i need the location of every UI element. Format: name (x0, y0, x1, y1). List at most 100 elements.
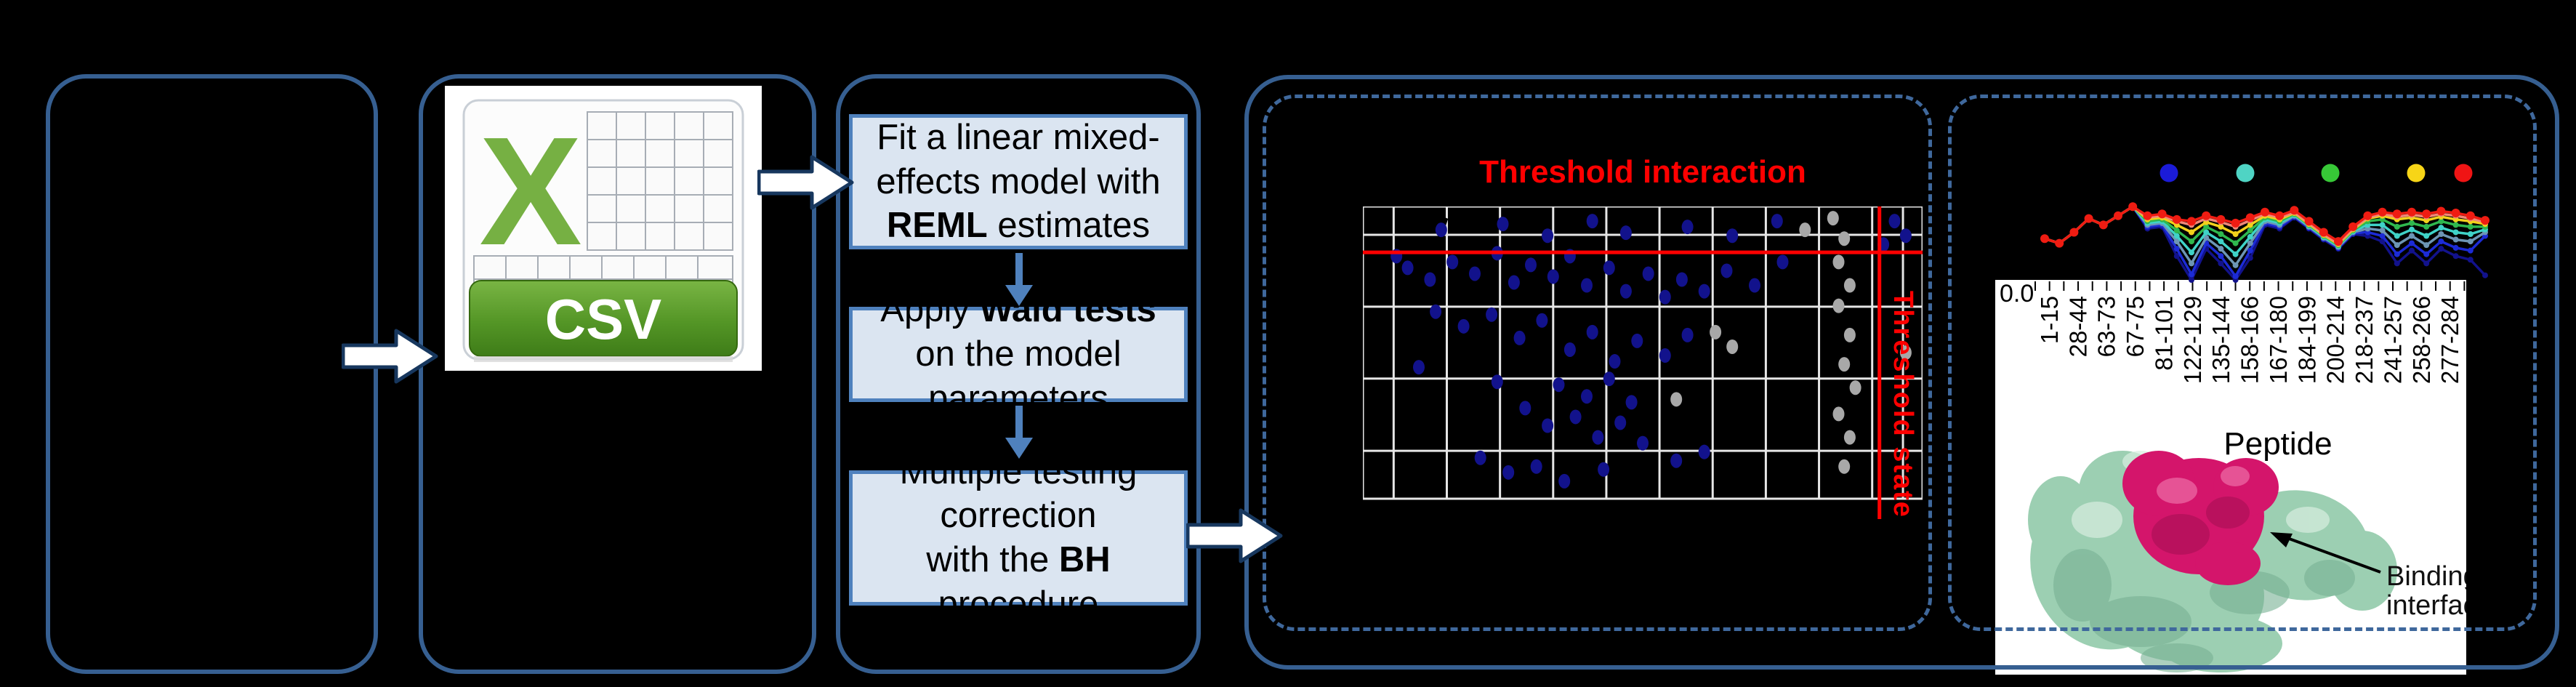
panel-volcano (1263, 95, 1932, 631)
uptake-point-turquoise (2232, 251, 2239, 257)
legend-dot (2321, 164, 2340, 182)
legend-dot (2160, 164, 2178, 182)
uptake-point-red (2481, 216, 2490, 225)
scatter-point-blue-points (1698, 284, 1710, 299)
scatter-point-blue-points (1474, 450, 1486, 465)
timepoint-legend-dots (2160, 164, 2473, 182)
uptake-point-red (2098, 220, 2108, 230)
white-arrow-3 (1186, 508, 1283, 563)
uptake-point-turquoise (2189, 249, 2194, 256)
uptake-point-navy (2394, 260, 2400, 267)
peptide-label: 28-44 (2064, 296, 2091, 357)
uptake-point-yellow (2232, 231, 2239, 237)
uptake-point-red (2422, 209, 2431, 219)
scatter-point-blue-points (1430, 304, 1442, 319)
scatter-point-blue-points (1542, 228, 1554, 244)
scatter-point-blue-points (1446, 254, 1459, 270)
uptake-point-red (2436, 206, 2446, 216)
peptide-label: 63-73 (2093, 296, 2120, 357)
threshold-scatter-plot (1361, 205, 1924, 519)
peptide-axis-title: Peptide (2223, 426, 2332, 462)
uptake-point-steel (2423, 242, 2430, 249)
scatter-point-blue-points (1771, 214, 1783, 229)
uptake-point-red (2392, 209, 2402, 219)
peptide-protein-panel: 0.0 1-15 28-44 63-73 67-75 81-101 122-129 135-… (1995, 280, 2466, 675)
uptake-point-turquoise (2452, 229, 2459, 236)
scatter-point-blue-points (1625, 395, 1638, 410)
scatter-point-blue-points (1581, 278, 1593, 293)
scatter-point-blue-points (1698, 444, 1710, 459)
scatter-point-blue-points (1614, 415, 1627, 430)
uptake-point-red (2084, 214, 2093, 223)
scatter-point-blue-points (1553, 377, 1565, 393)
flow-down-arrow-2 (1005, 406, 1033, 459)
uptake-point-turquoise (2247, 233, 2253, 240)
uptake-point-green (2247, 227, 2253, 233)
scatter-point-blue-points (1513, 330, 1526, 345)
scatter-point-blue-points (1457, 318, 1470, 334)
scatter-point-blue-points (1888, 214, 1901, 229)
uptake-point-turquoise (2379, 222, 2386, 228)
peptide-label: 218-237 (2351, 296, 2378, 384)
binding-annotation-line2: interface (2386, 590, 2466, 621)
scatter-point-blue-points (1530, 459, 1542, 474)
uptake-point-red (2466, 211, 2475, 220)
peptide-label: 167-180 (2265, 296, 2292, 384)
flow-box-bh-line1: Multiple testing correction (899, 451, 1138, 536)
csv-label: CSV (545, 287, 661, 351)
peptide-label: 241-257 (2379, 296, 2406, 384)
scatter-point-gray-points (1838, 357, 1851, 372)
scatter-point-blue-points (1586, 324, 1598, 340)
scatter-point-blue-points (1525, 257, 1537, 273)
uptake-point-turquoise (2409, 226, 2415, 233)
uptake-point-green (2409, 220, 2415, 226)
uptake-point-navy (2379, 238, 2386, 245)
scatter-point-blue-points (1435, 222, 1447, 238)
uptake-point-turquoise (2203, 229, 2210, 236)
flow-box-bh: Multiple testing correction with the BH … (849, 452, 1188, 624)
binding-annotation-line1: Binding (2386, 561, 2466, 592)
scatter-point-blue-points (1508, 275, 1520, 290)
scatter-point-blue-points (1569, 409, 1582, 425)
uptake-point-red (2290, 206, 2299, 215)
scatter-point-blue-points (1659, 348, 1671, 363)
csv-file-icon: X CSV (462, 99, 744, 362)
uptake-point-blue (2218, 253, 2224, 260)
panel-csv (419, 74, 816, 674)
scatter-point-blue-points (1642, 266, 1654, 281)
uptake-point-red (2143, 211, 2152, 220)
scatter-point-blue-points (1603, 371, 1615, 387)
panel-input-empty (46, 74, 378, 674)
legend-dot (2407, 164, 2426, 182)
uptake-point-blue (2247, 247, 2253, 254)
scatter-point-blue-points (1726, 228, 1739, 244)
uptake-point-red (2319, 228, 2328, 237)
scatter-point-gray-points (1849, 380, 1861, 395)
uptake-point-blue (2232, 273, 2239, 279)
uptake-point-blue (2467, 247, 2474, 254)
uptake-point-red (2157, 209, 2167, 219)
scatter-point-blue-points (1592, 430, 1604, 445)
uptake-point-navy (2173, 253, 2180, 260)
scatter-point-blue-points (1619, 284, 1632, 299)
uptake-point-turquoise (2218, 238, 2224, 245)
white-arrow-2 (757, 155, 854, 210)
uptake-point-red (2069, 228, 2079, 237)
uptake-point-red (2040, 234, 2049, 244)
uptake-point-steel (2409, 233, 2415, 239)
spreadsheet-grid-large (587, 111, 733, 251)
uptake-point-steel (2467, 238, 2474, 245)
uptake-point-green (2423, 223, 2430, 230)
uptake-point-red (2128, 202, 2138, 212)
uptake-point-steel (2394, 242, 2400, 249)
uptake-point-red (2245, 213, 2255, 222)
uptake-ytick-label: 0.0 (2000, 280, 2034, 308)
scatter-point-blue-points (1675, 272, 1688, 287)
uptake-point-red (2363, 211, 2372, 220)
uptake-point-navy (2452, 253, 2459, 260)
csv-file-image: X CSV (445, 86, 762, 371)
uptake-point-red (2216, 214, 2226, 224)
uptake-point-green (2203, 223, 2210, 230)
uptake-point-blue (2452, 244, 2459, 251)
uptake-point-steel (2379, 227, 2386, 233)
